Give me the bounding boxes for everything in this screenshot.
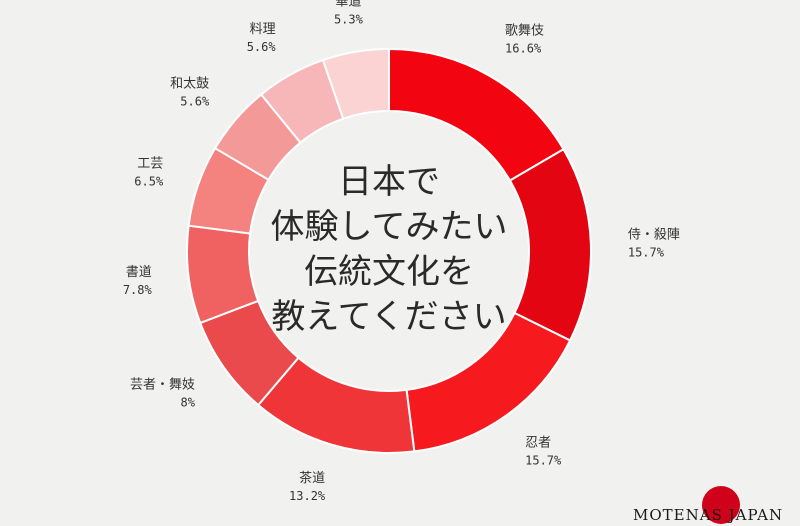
slice-label-6: 書道 bbox=[126, 265, 152, 280]
slice-label-5: 芸者・舞妓 bbox=[130, 377, 195, 393]
center-title: 日本で 体験してみたい 伝統文化を 教えてください bbox=[271, 162, 508, 337]
slice-label-4: 茶道 bbox=[299, 470, 325, 486]
center-title-line-3: 伝統文化を bbox=[304, 252, 474, 292]
slice-value-8: 5.6% bbox=[180, 94, 210, 108]
slice-value-9: 5.6% bbox=[247, 40, 277, 54]
slice-label-10: 華道 bbox=[335, 0, 361, 9]
donut-slices bbox=[186, 47, 592, 454]
slice-value-4: 13.2% bbox=[289, 489, 326, 503]
slice-value-7: 6.5% bbox=[134, 175, 164, 189]
slice-value-5: 8% bbox=[181, 396, 196, 410]
slice-label-9: 料理 bbox=[250, 22, 276, 37]
rising-sun-icon bbox=[702, 486, 740, 524]
center-title-line-4: 教えてください bbox=[271, 297, 506, 337]
slice-label-1: 歌舞伎 bbox=[505, 24, 544, 39]
donut-slice-10 bbox=[321, 47, 390, 120]
brand-logo: MOTENAS JAPAN bbox=[600, 474, 800, 526]
slice-value-1: 16.6% bbox=[505, 42, 542, 56]
slice-labels: 歌舞伎 16.6% 侍・殺陣 15.7% 忍者 15.7% 茶道 13.2% 芸者・舞妓 8% 書道… bbox=[123, 0, 680, 503]
slice-label-2: 侍・殺陣 bbox=[628, 228, 680, 243]
slice-label-3: 忍者 bbox=[525, 436, 551, 451]
donut-slice-1 bbox=[388, 47, 565, 182]
slice-value-3: 15.7% bbox=[525, 454, 562, 468]
slice-label-7: 工芸 bbox=[137, 156, 163, 172]
slice-value-6: 7.8% bbox=[123, 283, 153, 297]
slice-value-2: 15.7% bbox=[628, 246, 665, 260]
center-title-line-1: 日本で bbox=[338, 162, 440, 202]
center-title-line-2: 体験してみたい bbox=[271, 207, 508, 247]
slice-value-10: 5.3% bbox=[334, 12, 364, 26]
slice-label-8: 和太鼓 bbox=[170, 76, 209, 91]
brand-logo-text: MOTENAS JAPAN bbox=[633, 506, 784, 524]
donut-slice-2 bbox=[508, 147, 592, 342]
